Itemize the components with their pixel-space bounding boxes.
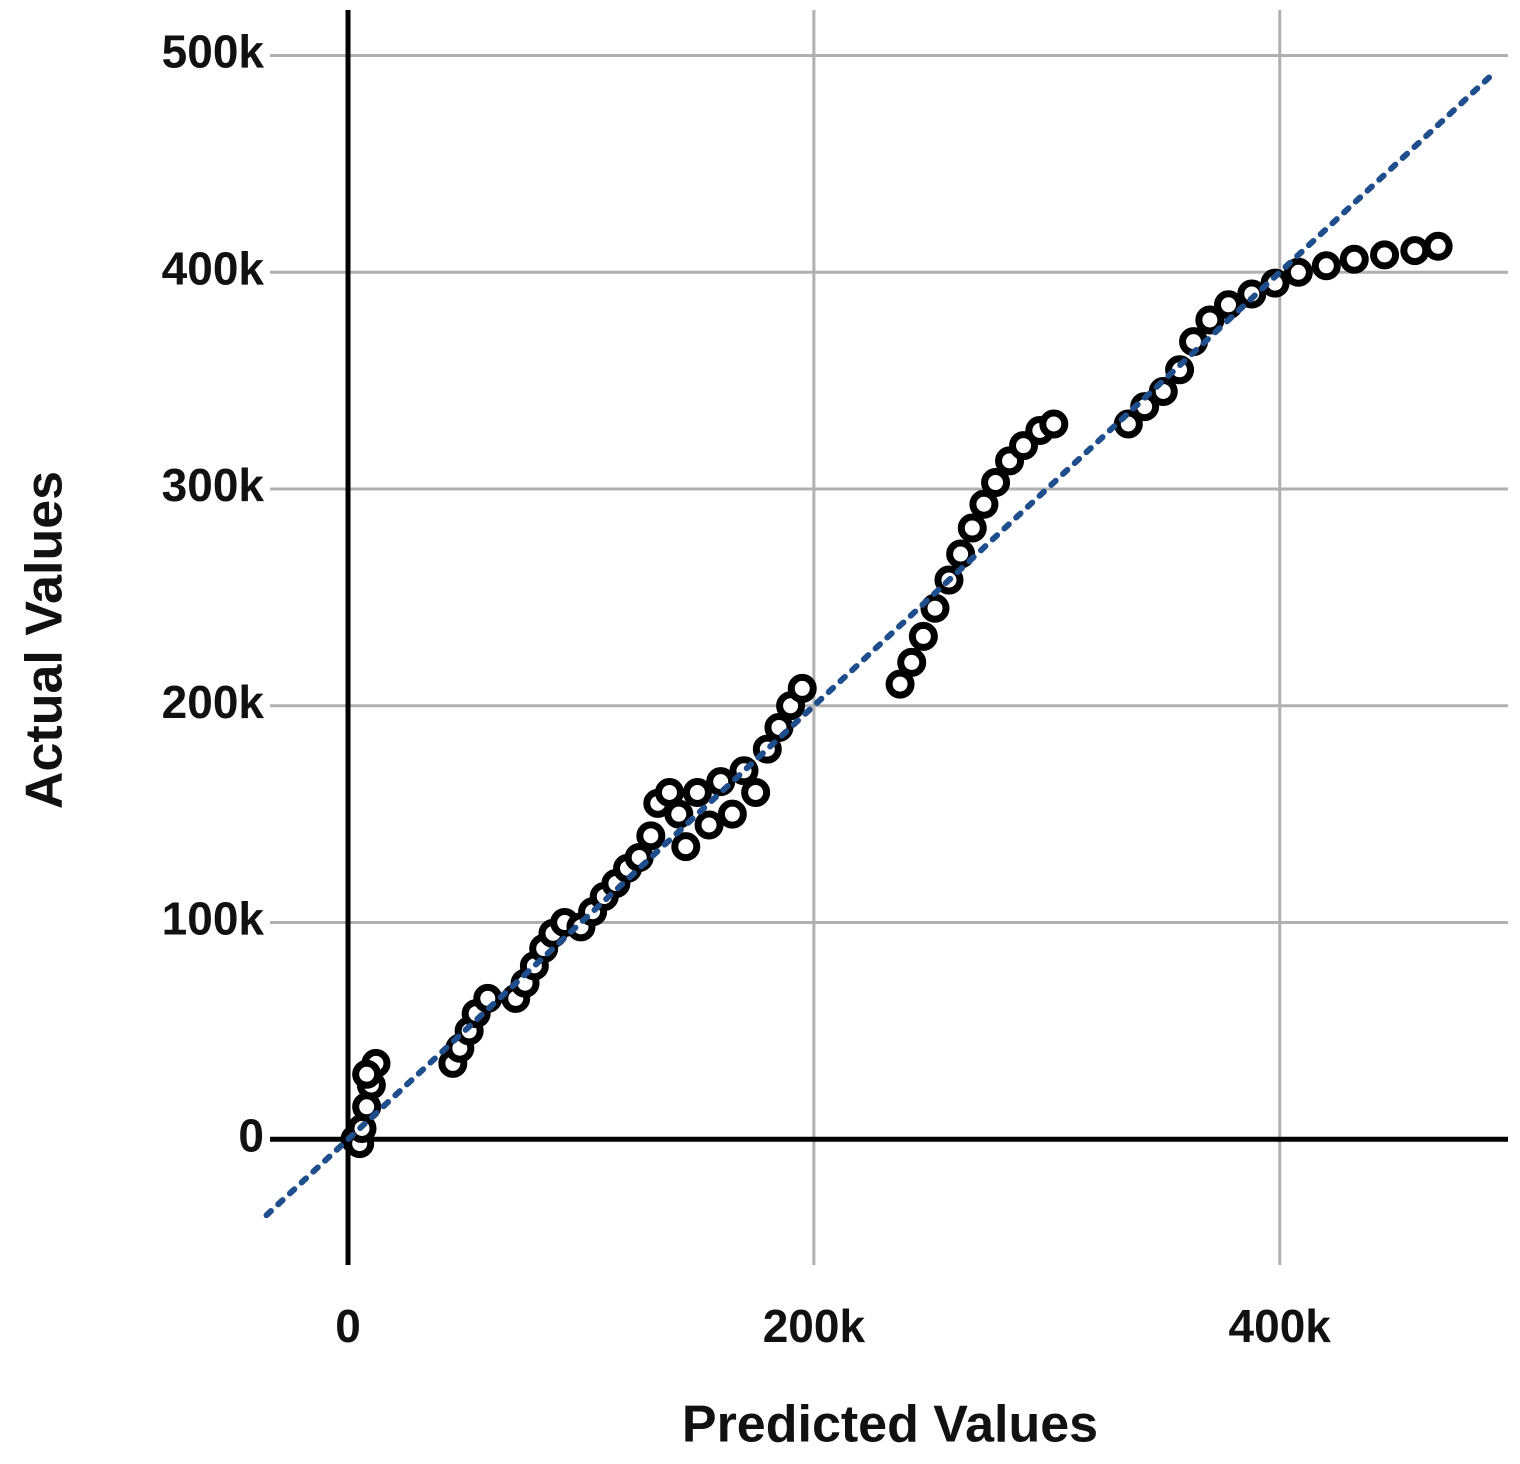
scatter-point [682, 777, 712, 807]
x-tick-label: 200k [763, 1300, 866, 1352]
scatter-point [908, 621, 938, 651]
scatter-point [969, 489, 999, 519]
reference-line [263, 69, 1498, 1219]
x-tick-label: 0 [335, 1300, 361, 1352]
scatter-point [1009, 431, 1039, 461]
x-tick-label: 400k [1229, 1300, 1332, 1352]
x-axis-title: Predicted Values [682, 1396, 1098, 1454]
scatter-point [1283, 257, 1313, 287]
y-tick-label: 300k [162, 459, 265, 511]
scatter-point [1370, 240, 1400, 270]
scatter-point [694, 810, 724, 840]
scatter-point [787, 673, 817, 703]
scatter-point [664, 799, 694, 829]
scatter-point [1311, 251, 1341, 281]
y-tick-label: 0 [238, 1109, 264, 1161]
scatter-point [1237, 279, 1267, 309]
y-tick-label: 500k [162, 26, 265, 78]
y-axis-title: Actual Values [16, 471, 74, 809]
y-tick-label: 200k [162, 676, 265, 728]
scatter-point [1195, 305, 1225, 335]
scatter-point [946, 539, 976, 569]
scatter-point [885, 669, 915, 699]
scatter-point [957, 513, 987, 543]
scatter-point [717, 799, 747, 829]
scatter-point [1039, 409, 1069, 439]
scatter-point [1400, 236, 1430, 266]
scatter-point [741, 777, 771, 807]
scatter-point [920, 593, 950, 623]
scatter-point [897, 647, 927, 677]
scatter-point [981, 468, 1011, 498]
y-tick-label: 400k [162, 242, 265, 294]
scatter-point [636, 821, 666, 851]
scatter-point [671, 832, 701, 862]
scatter-point [1423, 231, 1453, 261]
scatter-point [1213, 290, 1243, 320]
y-tick-label: 100k [162, 893, 265, 945]
scatter-point [1339, 244, 1369, 274]
scatter-point [352, 1059, 382, 1089]
